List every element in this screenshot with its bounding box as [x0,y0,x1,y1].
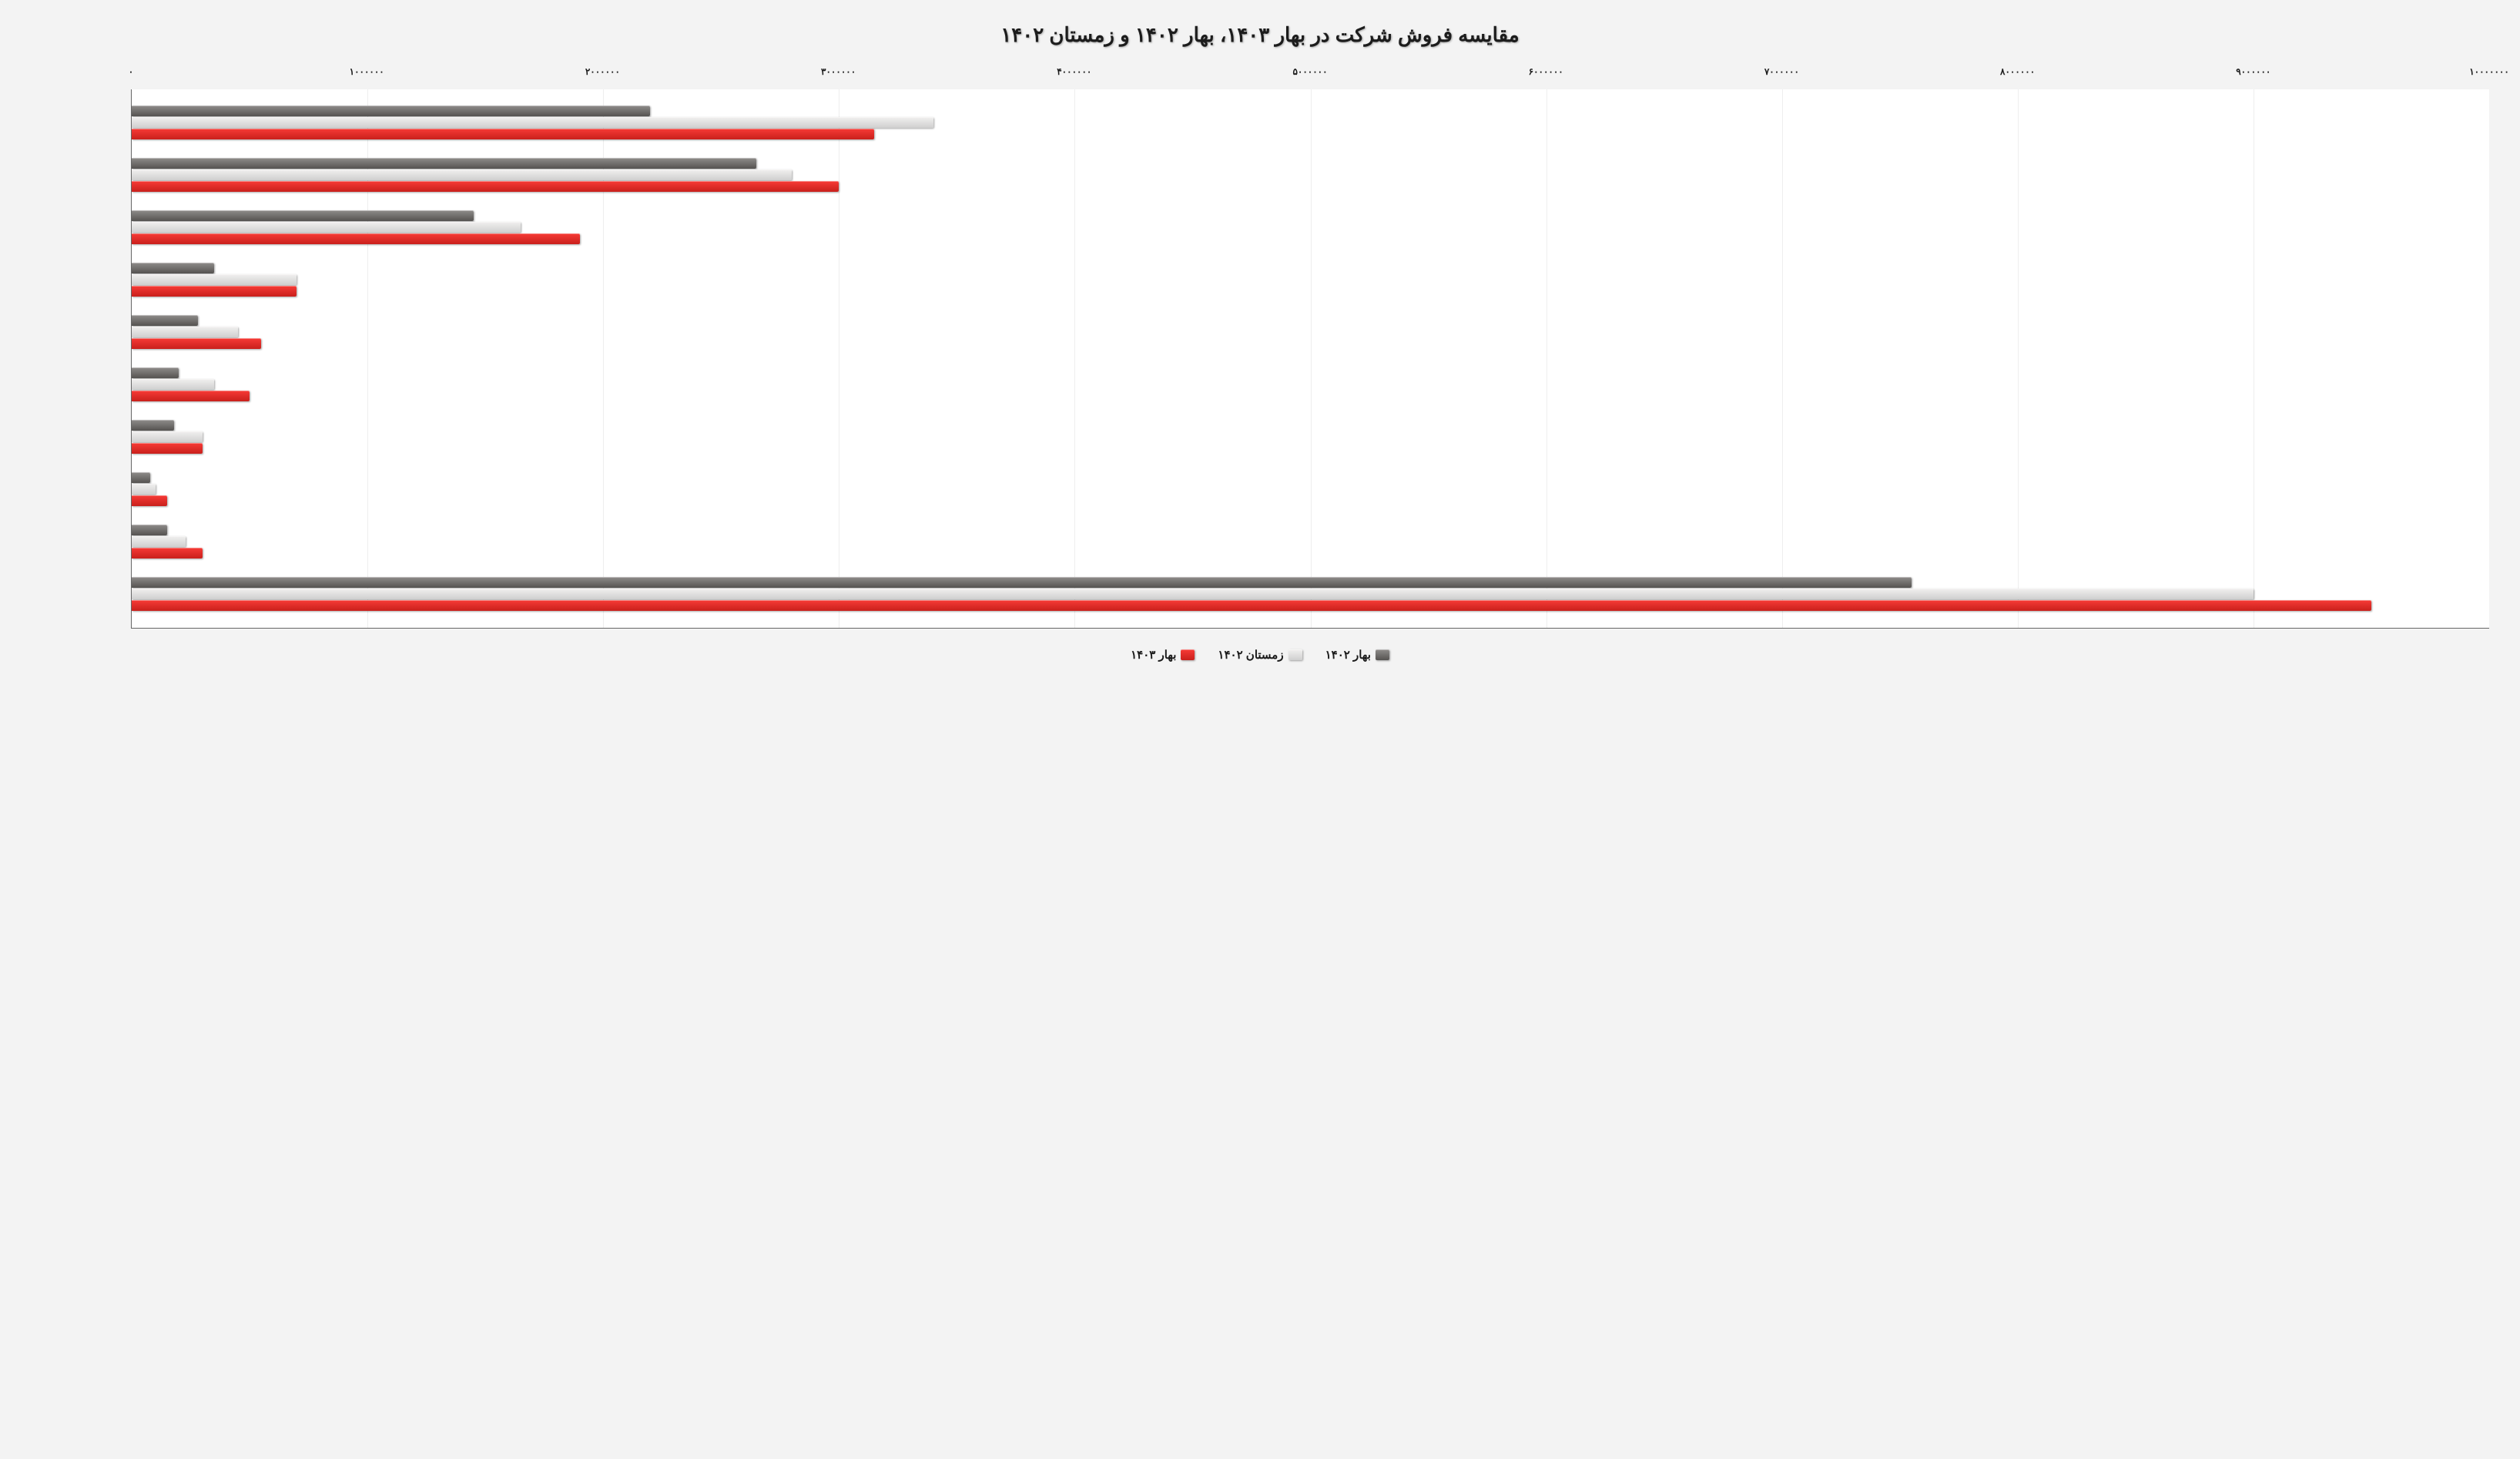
bar [132,181,839,192]
bar [132,106,650,116]
bar [132,315,198,326]
bar [132,263,214,273]
bar [132,233,580,244]
x-axis-tick: ۶۰۰۰۰۰۰ [1529,66,1563,77]
category-group: پلی اتیلن سبک [132,105,2489,142]
category-group: جمع [132,576,2489,613]
bar [132,600,2371,611]
axis-area: ۰ ۱۰۰۰۰۰۰ ۲۰۰۰۰۰۰ ۳۰۰۰۰۰۰ ۴۰۰۰۰۰۰ ۵۰۰۰۰۰۰ ۶۰۰۰… [31,66,2489,629]
category-group: پروپیلن [132,262,2489,299]
bar [132,379,214,390]
x-axis-tick: ۷۰۰۰۰۰۰ [1764,66,1799,77]
category-group: بوتادین [132,367,2489,404]
bar [132,525,167,535]
legend-swatch [1376,649,1389,660]
category-group: رافینیت [132,419,2489,456]
x-axis-tick: ۱۰۰۰۰۰۰۰ [2469,66,2509,77]
plot-area: پلی اتیلن سبک پلی اتیلن سبک خطی پلی اتیلن … [131,89,2489,629]
bar [132,222,521,233]
bar [132,472,150,483]
bar [132,391,250,401]
x-axis-tick: ۰ [129,66,133,77]
bar [132,338,261,349]
bar [132,158,756,169]
bar [132,274,297,285]
bar [132,443,203,454]
legend-item: بهار ۱۴۰۳ [1131,648,1195,662]
bar [132,548,203,558]
bar [132,536,186,547]
legend-item: زمستان ۱۴۰۲ [1218,648,1302,662]
x-axis-tick: ۱۰۰۰۰۰۰ [350,66,384,77]
bar [132,327,238,337]
bar [132,169,792,180]
bar [132,589,2254,599]
category-group: p.f.o [132,471,2489,508]
chart-title: مقایسه فروش شرکت در بهار ۱۴۰۳، بهار ۱۴۰۲… [31,23,2489,47]
legend: بهار ۱۴۰۲ زمستان ۱۴۰۲ بهار ۱۴۰۳ [31,648,2489,664]
legend-swatch [1288,649,1302,660]
x-axis-tick: ۲۰۰۰۰۰۰ [585,66,620,77]
bar [132,367,179,378]
category-group: پلی اتیلن سنگین [132,210,2489,247]
bar [132,577,1912,588]
x-axis-tick: ۳۰۰۰۰۰۰ [821,66,856,77]
bar [132,420,174,431]
chart-container: مقایسه فروش شرکت در بهار ۱۴۰۳، بهار ۱۴۰۲… [0,0,2520,695]
legend-label: بهار ۱۴۰۲ [1325,648,1371,662]
bar [132,286,297,297]
legend-label: زمستان ۱۴۰۲ [1218,648,1283,662]
x-axis-tick: ۸۰۰۰۰۰۰ [2000,66,2035,77]
bar [132,117,933,128]
x-axis-tick: ۹۰۰۰۰۰۰ [2236,66,2270,77]
x-axis-tick: ۵۰۰۰۰۰۰ [1292,66,1327,77]
category-group: بنزین پیرولیز [132,314,2489,351]
legend-item: بهار ۱۴۰۲ [1325,648,1389,662]
category-group: اتیلن [132,524,2489,561]
x-axis-tick: ۴۰۰۰۰۰۰ [1057,66,1091,77]
category-group: پلی اتیلن سبک خطی [132,157,2489,194]
legend-swatch [1181,649,1195,660]
bar [132,210,474,221]
bar [132,431,203,442]
bar [132,129,874,139]
bar [132,495,167,506]
x-axis: ۰ ۱۰۰۰۰۰۰ ۲۰۰۰۰۰۰ ۳۰۰۰۰۰۰ ۴۰۰۰۰۰۰ ۵۰۰۰۰۰۰ ۶۰۰۰… [131,66,2489,89]
bar [132,484,156,495]
legend-label: بهار ۱۴۰۳ [1131,648,1176,662]
